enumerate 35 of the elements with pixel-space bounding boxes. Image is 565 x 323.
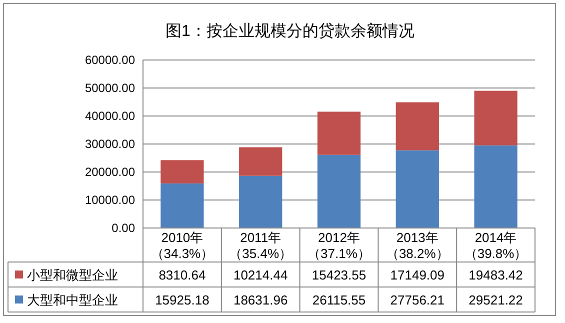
x-tick-label: 2010年（34.3%） [150,230,215,262]
bar [474,90,518,146]
data-label: 18631.96 [233,292,288,308]
bar [317,154,361,228]
data-label: 10214.44 [233,268,288,282]
y-tick-label: 40000.00 [84,109,136,123]
data-label: 15925.18 [155,292,210,308]
bar [160,160,204,184]
legend-label: 小型和微型企业 [27,268,118,282]
bar [239,147,282,176]
x-tick-label: 2013年（38.2%） [384,230,450,262]
data-label: 17149.09 [390,268,445,282]
bar [160,183,204,228]
y-tick-label: 0.00 [112,221,136,235]
data-label: 29521.22 [468,292,523,308]
legend-label: 大型和中型企业 [27,292,118,308]
bar [396,102,439,150]
data-label: 19483.42 [468,268,523,282]
y-tick-label: 60000.00 [84,53,136,67]
chart-title: 图1：按企业规模分的贷款余额情况 [166,22,414,40]
y-tick-label: 30000.00 [84,137,136,151]
data-label: 15423.55 [312,268,366,282]
data-label: 26115.55 [312,292,366,308]
x-tick-label: 2014年（39.8%） [463,230,528,262]
x-tick-label: 2012年（37.1%） [306,230,372,262]
bar [474,145,518,228]
bar [239,176,282,228]
bar [317,112,361,155]
y-tick-label: 50000.00 [84,81,136,95]
data-label: 27756.21 [390,292,445,308]
bar [396,150,439,228]
y-tick-label: 10000.00 [84,193,136,207]
x-tick-label: 2011年（35.4%） [228,230,294,262]
y-tick-label: 20000.00 [84,165,136,179]
data-label: 8310.64 [158,268,206,282]
